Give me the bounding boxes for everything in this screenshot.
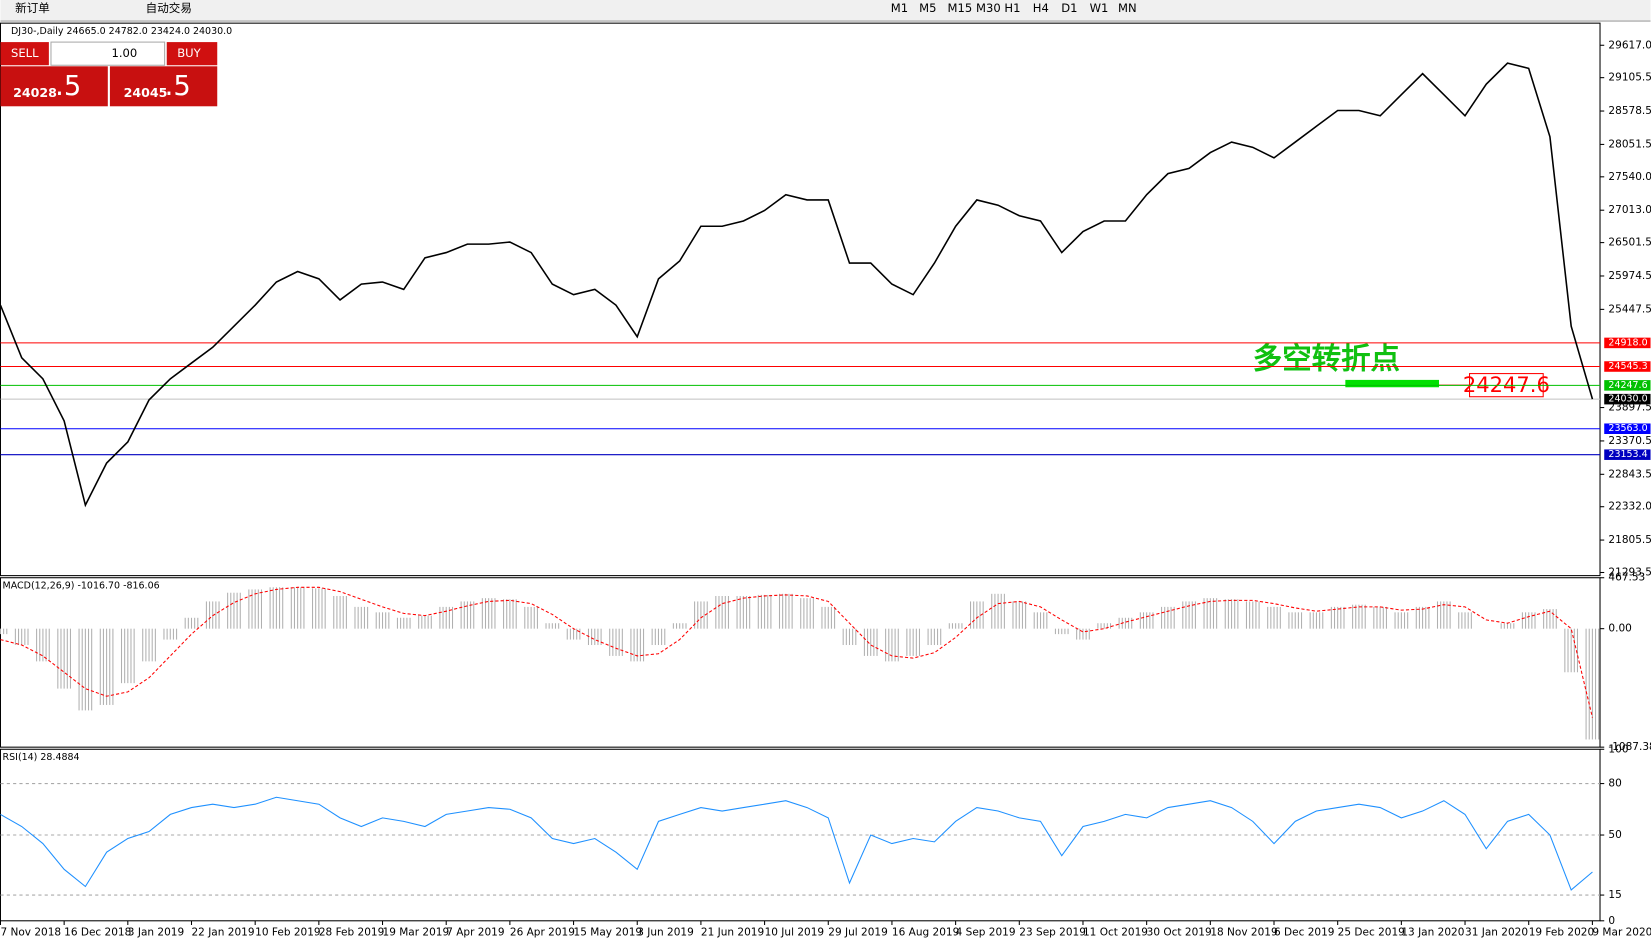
y-tick-label: 27013.0 [1608,204,1651,216]
y-tick-label: -1087.38 [1608,741,1651,753]
volume-box[interactable] [50,41,166,66]
macd-title: MACD(12,26,9) -1016.70 -816.06 [3,581,160,592]
y-tick-label: 25974.5 [1608,270,1651,282]
y-tick-label: 29617.0 [1608,39,1651,51]
y-tick-label: 25447.5 [1608,303,1651,315]
x-tick-label: 19 Feb 2020 [1529,926,1594,938]
level-box [1604,337,1651,349]
series-line [0,796,1593,891]
toolbar-item: 自动交易 [146,1,192,15]
level-label: 24918.0 [1608,337,1647,348]
level-label: 23563.0 [1608,423,1647,434]
timeframe-button[interactable]: M15 [948,1,973,15]
buy-button[interactable] [166,42,218,66]
sell-button[interactable] [0,42,49,66]
timeframe-button[interactable]: H4 [1033,1,1049,15]
y-tick-label: 21293.5 [1608,566,1651,578]
buy-pip: .5 [165,71,191,102]
x-tick-label: 19 Mar 2019 [383,926,450,938]
x-tick-label: 9 Mar 2020 [1592,926,1651,938]
y-tick-label: 467.53 [1608,572,1645,584]
level-label: 24030.0 [1608,394,1647,405]
x-tick-label: 7 Nov 2018 [0,926,61,938]
series-line [0,586,1593,718]
rsi-title: RSI(14) 28.4884 [3,752,80,763]
sell-price-box[interactable] [0,66,108,107]
pivot-annotation: 多空转折点 [1253,341,1400,375]
x-tick-label: 15 May 2019 [574,926,643,938]
y-tick-label: 21805.5 [1608,534,1651,546]
buy-price: 24045 [124,85,168,100]
x-tick-label: 7 Apr 2019 [446,926,504,938]
x-tick-label: 11 Oct 2019 [1083,926,1148,938]
level-label: 23153.4 [1608,449,1647,460]
x-tick-label: 30 Oct 2019 [1147,926,1212,938]
x-tick-label: 23 Sep 2019 [1019,926,1086,938]
sell-price: 24028 [13,85,57,100]
symbol-info: DJ30-,Daily 24665.0 24782.0 23424.0 2403… [11,26,232,37]
buy-price-box[interactable] [109,66,218,107]
x-tick-label: 21 Jun 2019 [701,926,764,938]
y-tick-label: 80 [1608,778,1621,790]
x-tick-label: 31 Jan 2020 [1465,926,1528,938]
y-tick-label: 0 [1608,915,1615,927]
y-tick-label: 28578.5 [1608,105,1651,117]
x-tick-label: 25 Dec 2019 [1338,926,1405,938]
y-tick-label: 28051.5 [1608,138,1651,150]
y-tick-label: 15 [1608,889,1621,901]
timeframe-button[interactable]: M30 [976,1,1001,15]
level-label: 24247.6 [1608,380,1647,391]
level-label: 24545.3 [1608,361,1647,372]
timeframe-button[interactable]: D1 [1061,1,1077,15]
level-box [1604,449,1651,460]
toolbar [0,0,1651,22]
x-tick-label: 16 Dec 2018 [64,926,131,938]
price-label: 24247.6 [1463,372,1550,397]
level-box [1604,380,1651,391]
volume: 1.00 [112,46,138,60]
level-box [1604,361,1651,372]
timeframe-button[interactable]: H1 [1004,1,1020,15]
level-box [1604,423,1651,434]
y-tick-label: 23370.5 [1608,435,1651,447]
y-tick-label: 22843.5 [1608,468,1651,480]
trade-panel: SELL 1.00 BUY 24028 .5 24045 .5 [0,41,218,107]
y-tick-label: 26501.5 [1608,237,1651,249]
timeframe-button[interactable]: MN [1118,1,1137,15]
x-tick-label: 3 Jun 2019 [637,926,694,938]
buy-label: BUY [177,46,201,60]
x-tick-label: 16 Aug 2019 [892,926,959,938]
y-tick-label: 23897.5 [1608,402,1651,414]
x-tick-label: 4 Sep 2019 [956,926,1016,938]
macd-panel [0,577,1601,748]
x-tick-label: 26 Apr 2019 [510,926,575,938]
toolbar-item: 新订单 [15,1,50,15]
x-tick-label: 10 Jul 2019 [765,926,825,938]
x-tick-label: 22 Jan 2019 [191,926,254,938]
y-tick-label: 22332.0 [1608,501,1651,513]
y-tick-label: 27540.0 [1608,171,1651,183]
series-line [0,62,1594,508]
sell-pip: .5 [55,71,81,102]
x-tick-label: 28 Feb 2019 [319,926,384,938]
y-tick-label: 0.00 [1608,623,1631,635]
x-tick-label: 13 Jan 2020 [1401,926,1464,938]
main-panel [0,22,1601,577]
x-tick-label: 10 Feb 2019 [255,926,320,938]
y-tick-label: 50 [1608,829,1621,841]
x-tick-label: 3 Jan 2019 [128,926,184,938]
timeframe-button[interactable]: W1 [1090,1,1109,15]
y-tick-label: 100 [1608,743,1628,755]
x-tick-label: 18 Nov 2019 [1210,926,1277,938]
x-tick-label: 29 Jul 2019 [828,926,888,938]
y-tick-label: 29105.5 [1608,72,1651,84]
timeframe-button[interactable]: M5 [919,1,936,15]
pivot-marker [1345,379,1440,388]
timeframe-button[interactable]: M1 [891,1,908,15]
x-tick-label: 6 Dec 2019 [1274,926,1335,938]
sell-label: SELL [11,46,39,60]
level-box [1604,393,1651,405]
